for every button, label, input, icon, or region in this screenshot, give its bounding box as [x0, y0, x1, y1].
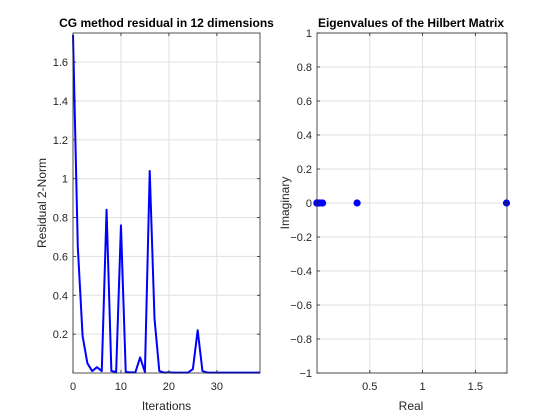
data-point: [353, 199, 361, 207]
axes-box: [72, 32, 261, 374]
x-tick-label: 20: [163, 381, 175, 393]
y-tick-label: 0.4: [297, 130, 312, 142]
y-tick-label: 0: [306, 198, 312, 210]
y-tick-label: 0.8: [53, 213, 68, 225]
data-point: [318, 199, 327, 207]
y-tick-label: 1: [62, 174, 68, 186]
y-tick-label: −0.8: [290, 334, 312, 346]
eigenvalue-chart: Eigenvalues of the Hilbert Matrix Real I…: [278, 16, 511, 413]
residual-chart: CG method residual in 12 dimensions Iter…: [35, 16, 274, 413]
x-axis-label: Real: [399, 399, 424, 413]
y-tick-label: 1.4: [53, 96, 68, 108]
y-tick-label: 0.2: [297, 164, 312, 176]
x-tick-label: 1: [419, 381, 425, 393]
y-tick-label: −0.4: [290, 266, 312, 278]
y-tick-label: −0.2: [290, 232, 312, 244]
y-axis-label: Residual 2-Norm: [35, 158, 49, 248]
x-tick-label: 0.5: [362, 381, 377, 393]
y-tick-label: 0.2: [53, 329, 68, 341]
plot-area: [73, 33, 260, 373]
y-axis-label: Imaginary: [278, 177, 292, 230]
chart-title: CG method residual in 12 dimensions: [59, 16, 274, 30]
y-tick-label: −0.6: [290, 300, 312, 312]
y-tick-label: 1.2: [53, 135, 68, 147]
x-tick-label: 0: [70, 381, 76, 393]
x-tick-label: 30: [211, 381, 223, 393]
y-tick-label: 0.6: [297, 96, 312, 108]
y-tick-label: 0.6: [53, 251, 68, 263]
chart-title: Eigenvalues of the Hilbert Matrix: [318, 16, 504, 30]
y-tick-label: −1: [299, 368, 312, 380]
x-tick-label: 10: [115, 381, 127, 393]
y-tick-label: 1: [306, 28, 312, 40]
y-tick-label: 1.6: [53, 57, 68, 69]
y-tick-label: 0.8: [297, 62, 312, 74]
x-axis-label: Iterations: [142, 399, 191, 413]
y-tick-label: 0.4: [53, 290, 68, 302]
x-tick-label: 1.5: [468, 381, 483, 393]
